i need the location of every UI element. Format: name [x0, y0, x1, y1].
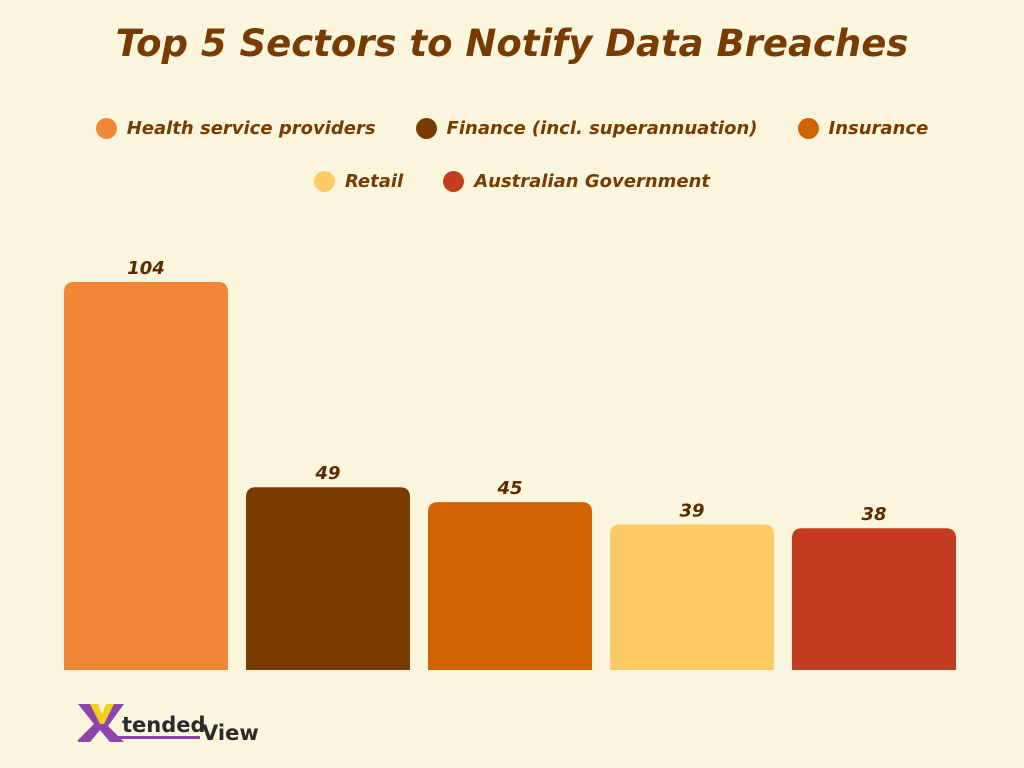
data-label: 49 — [314, 463, 340, 484]
data-label: 38 — [861, 504, 886, 525]
legend-swatch — [313, 171, 335, 192]
bar — [610, 524, 774, 670]
legend-swatch — [443, 171, 465, 192]
legend-item: Insurance — [797, 118, 929, 139]
legend-item: Health service providers — [95, 118, 376, 139]
legend-label: Health service providers — [126, 118, 376, 139]
legend-item: Retail — [313, 171, 404, 192]
xtendedview-logo: tended View — [78, 704, 259, 744]
bar — [246, 487, 410, 670]
legend-swatch — [797, 118, 819, 139]
legend-label: Retail — [344, 171, 404, 192]
data-label: 45 — [496, 478, 522, 499]
legend-label: Finance (incl. superannuation) — [446, 118, 758, 139]
legend-row-1: Health service providers Finance (incl. s… — [0, 118, 1024, 139]
data-label: 104 — [127, 258, 165, 279]
legend-label: Insurance — [828, 118, 929, 139]
legend-swatch — [95, 118, 117, 139]
legend-item: Finance (incl. superannuation) — [415, 118, 758, 139]
legend-item: Australian Government — [443, 171, 710, 192]
bar — [792, 528, 956, 670]
legend-row-2: Retail Australian Government — [0, 171, 1024, 192]
legend-label: Australian Government — [474, 171, 711, 192]
svg-text:tended: tended — [122, 713, 206, 737]
legend-swatch — [415, 118, 437, 139]
data-label: 39 — [679, 501, 704, 522]
bar — [64, 282, 228, 670]
chart-title: Top 5 Sectors to Notify Data Breaches — [115, 22, 909, 65]
svg-text:View: View — [202, 721, 259, 744]
bar — [428, 502, 592, 670]
